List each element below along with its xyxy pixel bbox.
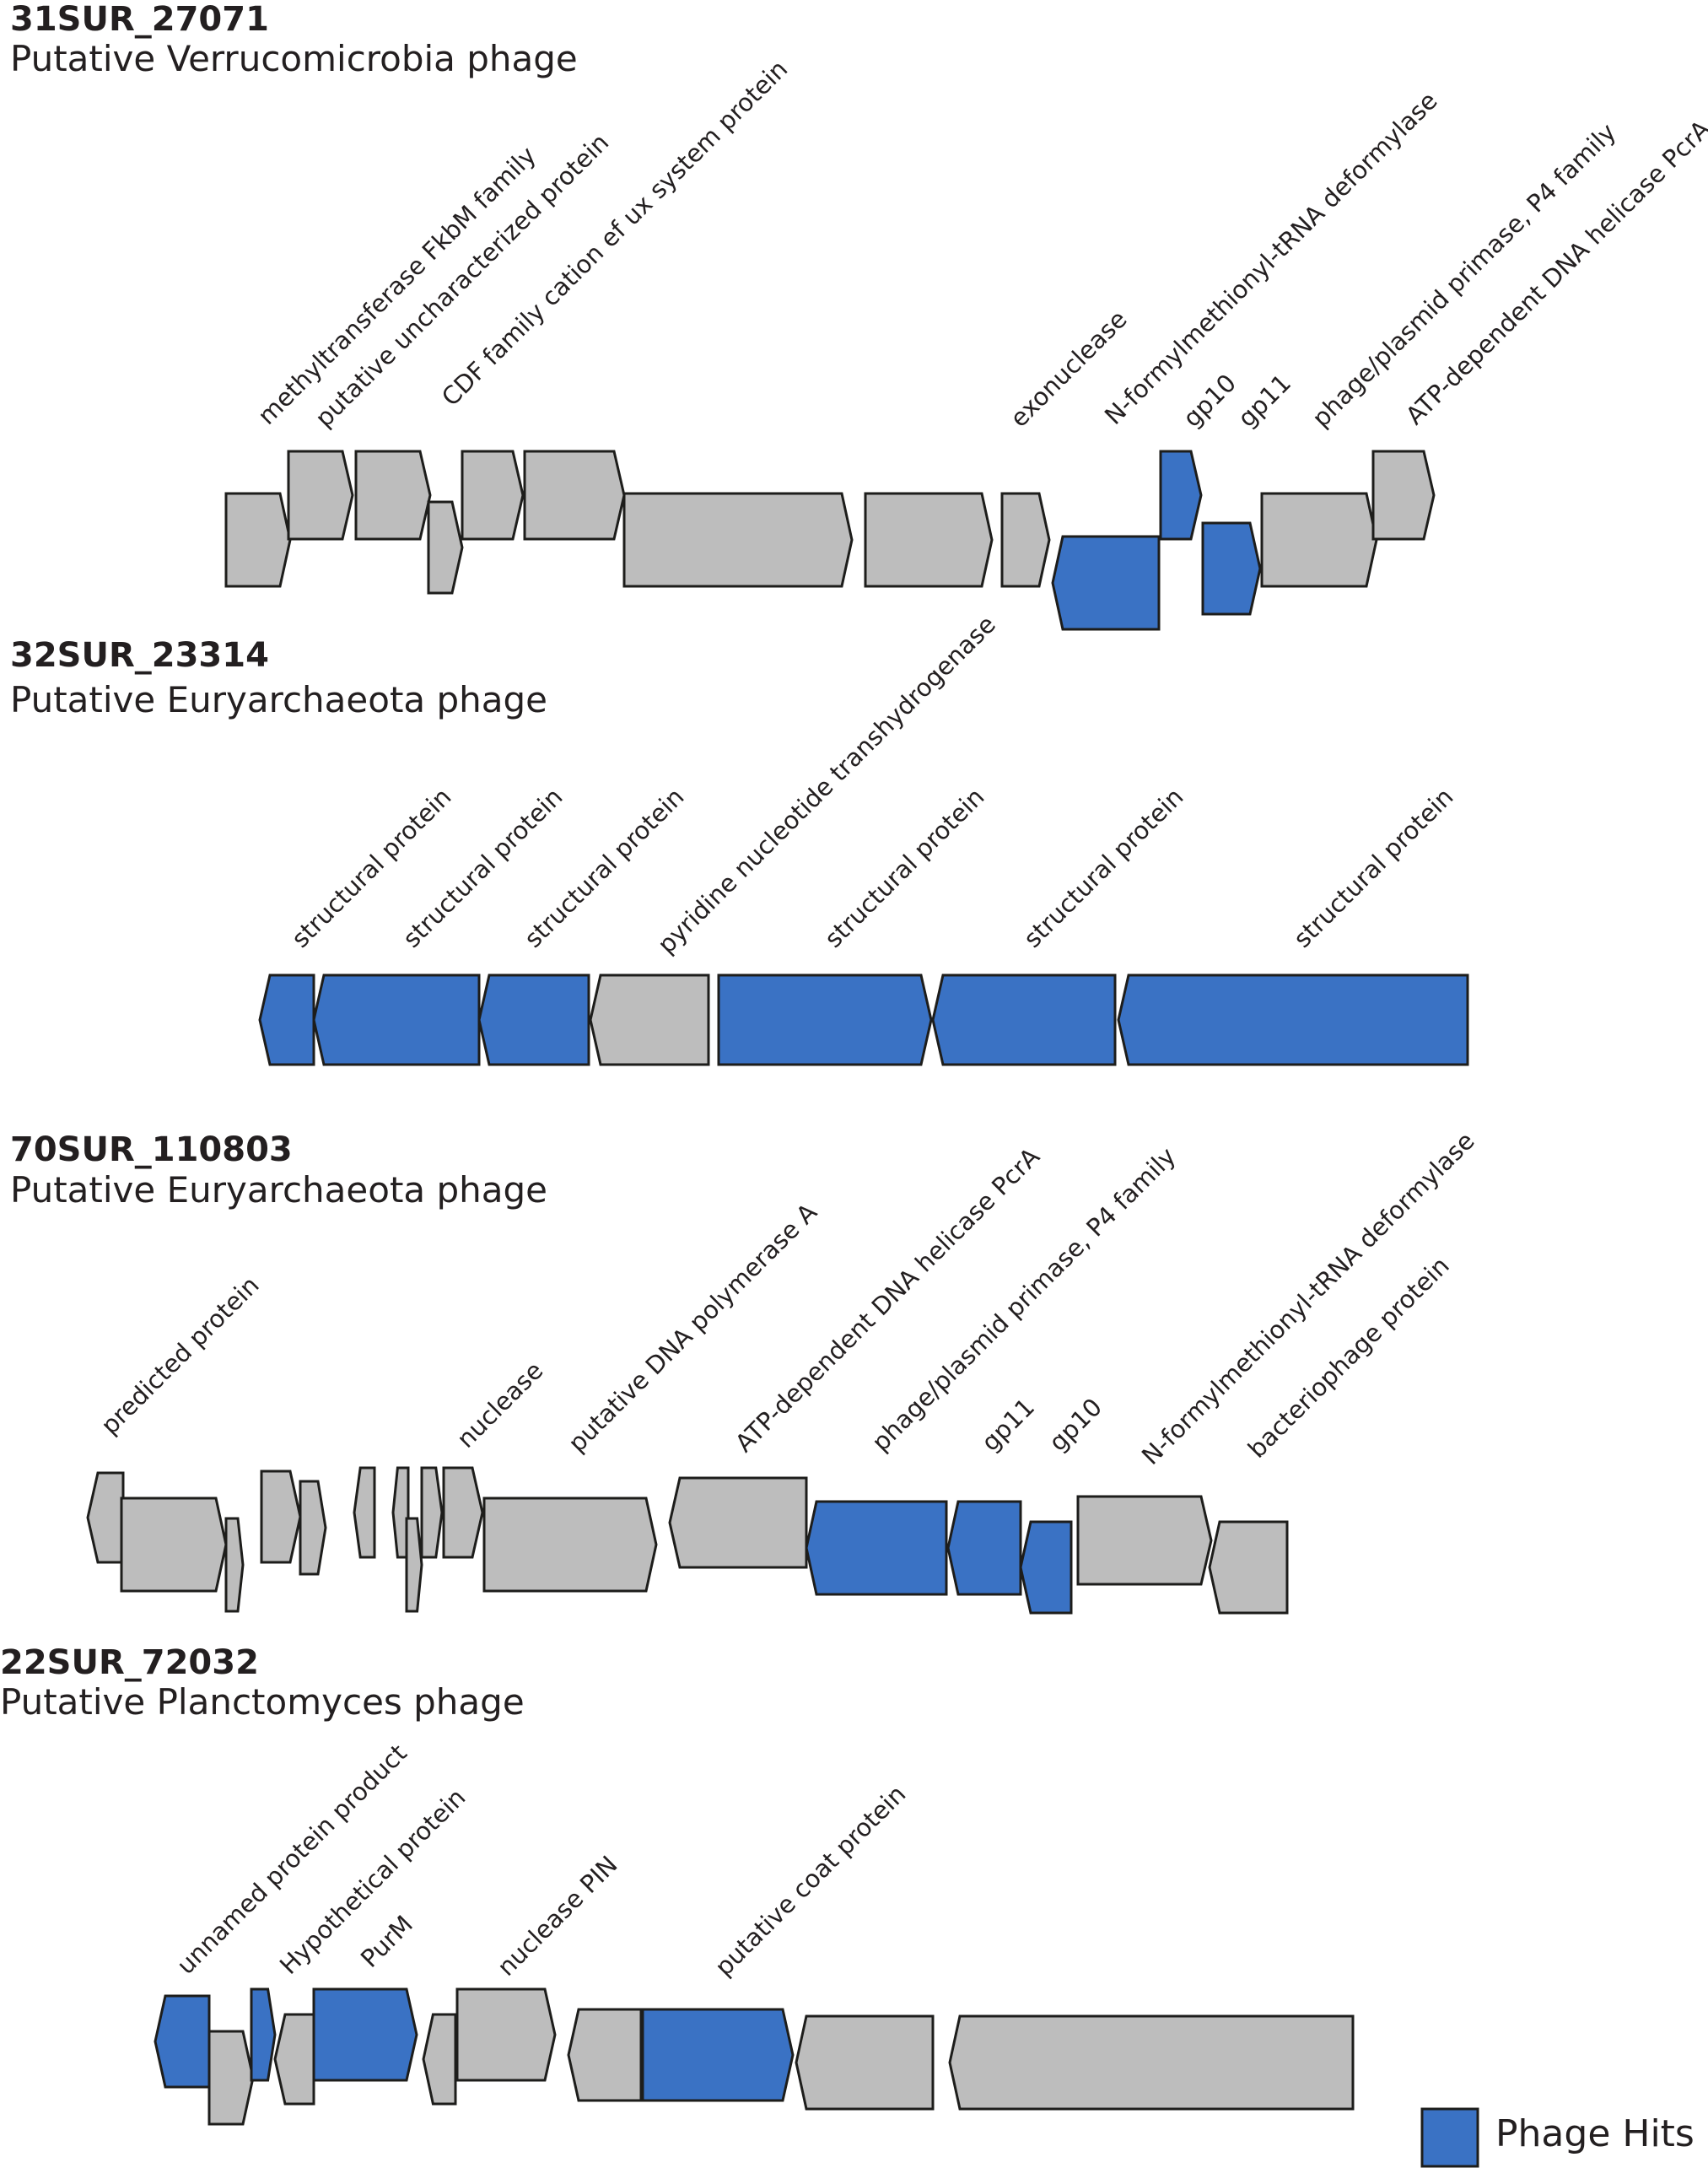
gene-label: gp11 <box>1232 369 1296 433</box>
gene-arrow <box>622 492 854 588</box>
gene-arrow-phage-hit <box>931 973 1117 1066</box>
contig-title: 70SUR_110803 <box>10 1130 293 1169</box>
gene-label: N-formylmethionyl-tRNA deformylase <box>1136 1126 1480 1470</box>
gene-label: bacteriophage protein <box>1242 1251 1455 1464</box>
gene-arrow <box>795 2014 935 2111</box>
gene-arrow-phage-hit <box>946 1500 1022 1596</box>
gene-arrow <box>1000 492 1051 588</box>
gene-arrow-phage-hit <box>805 1500 948 1596</box>
gene-arrow <box>260 1470 302 1564</box>
gene-label: nuclease <box>451 1356 548 1453</box>
contig-70SUR_110803: 70SUR_110803 Putative Euryarchaeota phag… <box>10 1126 1480 1615</box>
gene-arrow <box>120 1497 228 1593</box>
gene-arrow-phage-hit <box>717 973 933 1066</box>
legend-label: Phage Hits <box>1495 2112 1695 2155</box>
legend-swatch <box>1420 2107 1479 2168</box>
gene-arrow <box>668 1476 808 1569</box>
gene-labels: unnamed protein product Hypothetical pro… <box>171 1739 912 1982</box>
gene-arrow <box>420 1466 444 1559</box>
gene-track <box>224 450 1436 631</box>
gene-arrow <box>461 450 525 541</box>
gene-arrow-phage-hit <box>250 1987 277 2082</box>
gene-label: predicted protein <box>95 1270 265 1440</box>
gene-arrow <box>422 2013 457 2106</box>
gene-arrow <box>1208 1520 1289 1615</box>
gene-arrow <box>224 492 292 588</box>
gene-arrow-phage-hit <box>1159 450 1203 541</box>
contig-32SUR_23314: 32SUR_23314 Putative Euryarchaeota phage… <box>10 610 1469 1066</box>
gene-labels: methyltransferase FkbM family putative u… <box>252 54 1708 432</box>
gene-label: structural protein <box>1288 782 1459 953</box>
gene-arrow <box>273 2013 315 2106</box>
contig-subtitle: Putative Euryarchaeota phage <box>10 1169 547 1211</box>
gene-arrow-phage-hit <box>1117 973 1469 1066</box>
gene-label: nuclease PIN <box>492 1850 623 1982</box>
gene-arrow <box>1371 450 1436 541</box>
gene-arrow <box>442 1466 484 1559</box>
gene-label: PurM <box>355 1910 418 1973</box>
contig-title: 32SUR_23314 <box>10 636 269 675</box>
gene-arrow-phage-hit <box>312 1987 418 2082</box>
gene-arrow <box>224 1517 245 1613</box>
gene-arrow <box>299 1480 327 1576</box>
gene-arrow <box>287 450 354 541</box>
contig-subtitle: Putative Verrucomicrobia phage <box>10 38 578 79</box>
gene-arrow <box>1260 492 1378 588</box>
gene-track <box>258 973 1469 1066</box>
gene-arrow-phage-hit <box>1019 1520 1073 1615</box>
gene-label: ATP-dependent DNA helicase PcrA <box>730 1142 1045 1458</box>
gene-label: putative coat protein <box>709 1779 912 1982</box>
legend: Phage Hits <box>1420 2107 1695 2168</box>
gene-label: gp11 <box>976 1393 1040 1457</box>
contig-31SUR_27071: 31SUR_27071 Putative Verrucomicrobia pha… <box>10 0 1708 631</box>
gene-arrow <box>86 1471 125 1564</box>
gene-arrow <box>207 2030 255 2126</box>
gene-arrow <box>391 1466 410 1559</box>
gene-label: gp10 <box>1177 369 1242 433</box>
contig-title: 22SUR_72032 <box>0 1643 259 1682</box>
gene-arrow <box>353 1466 376 1559</box>
gene-arrow <box>567 2008 643 2102</box>
gene-label: pyridine nucleotide transhydrogenase <box>652 610 1001 959</box>
gene-arrow-phage-hit <box>312 973 481 1066</box>
contig-subtitle: Putative Euryarchaeota phage <box>10 679 547 720</box>
gene-labels: structural protein structural protein st… <box>286 610 1459 959</box>
gene-track <box>86 1466 1289 1615</box>
gene-arrow-phage-hit <box>154 1994 211 2089</box>
gene-track <box>154 1987 1355 2126</box>
gene-arrow-phage-hit <box>1051 535 1161 631</box>
gene-arrow-phage-hit <box>258 973 315 1066</box>
gene-arrow <box>482 1497 658 1593</box>
gene-arrow-phage-hit <box>477 973 590 1066</box>
gene-label: structural protein <box>1018 782 1189 953</box>
gene-arrow <box>589 973 710 1066</box>
contig-title: 31SUR_27071 <box>10 0 269 39</box>
gene-arrow-phage-hit <box>641 2008 795 2102</box>
contig-subtitle: Putative Planctomyces phage <box>0 1681 525 1723</box>
gene-label: methyltransferase FkbM family <box>252 141 541 430</box>
gene-arrow <box>405 1517 423 1613</box>
gene-arrow <box>354 450 432 541</box>
gene-arrow <box>864 492 994 588</box>
gene-arrow <box>948 2014 1355 2111</box>
gene-label: gp10 <box>1043 1393 1107 1457</box>
gene-arrow-phage-hit <box>1201 521 1262 616</box>
gene-label: structural protein <box>819 782 990 953</box>
contig-22SUR_72032: 22SUR_72032 Putative Planctomyces phage … <box>0 1643 1355 2126</box>
gene-arrow <box>1076 1495 1213 1586</box>
gene-arrow <box>427 500 464 595</box>
gene-arrow <box>455 1987 557 2082</box>
gene-arrow <box>523 450 626 541</box>
